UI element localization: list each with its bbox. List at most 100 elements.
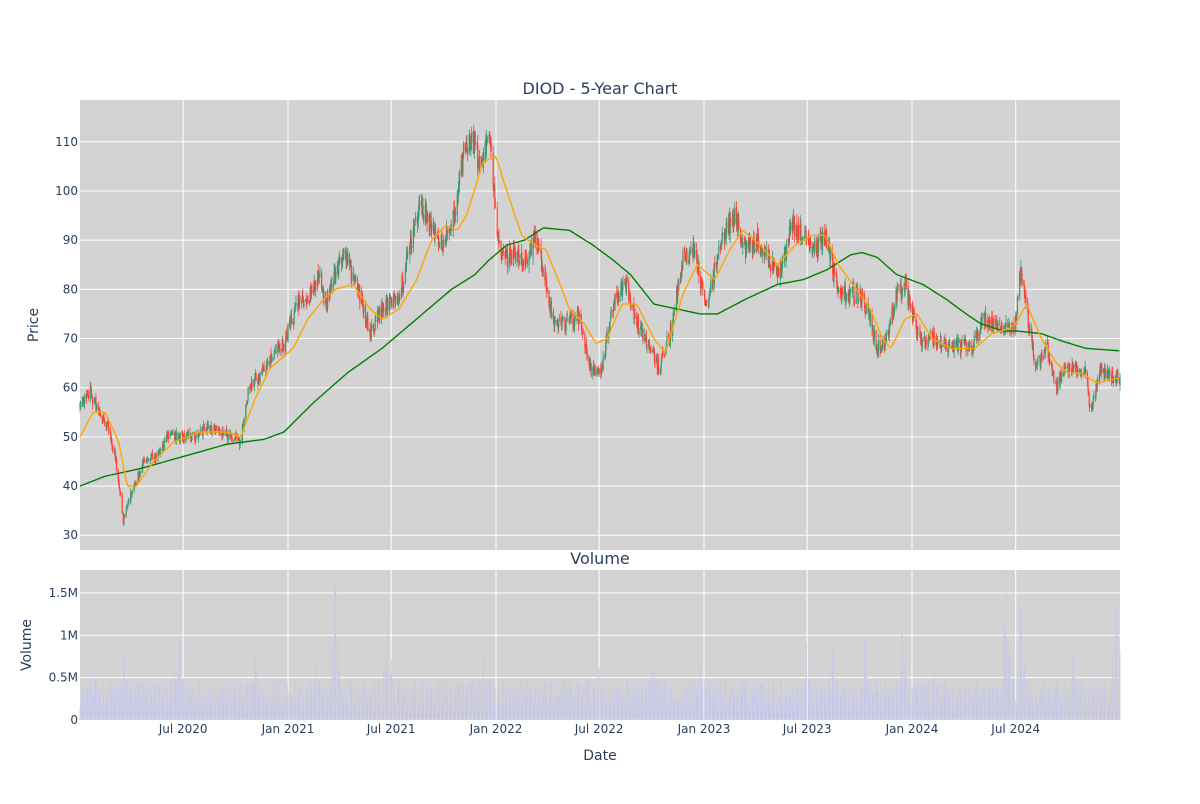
volume-bar	[692, 706, 693, 720]
volume-bar	[1035, 680, 1037, 720]
candle-body	[389, 296, 391, 310]
volume-bar	[191, 688, 193, 720]
volume-bar	[258, 693, 259, 720]
candle-body	[999, 326, 1001, 331]
volume-bar	[397, 688, 398, 720]
volume-bar	[501, 686, 503, 720]
volume-bar	[601, 686, 603, 720]
volume-bar	[415, 685, 416, 720]
volume-bar	[487, 687, 488, 720]
volume-bar	[629, 689, 631, 720]
volume-bar	[434, 703, 435, 720]
volume-bar	[137, 686, 139, 720]
volume-bar	[809, 682, 811, 720]
candle-body	[959, 342, 962, 352]
candle-body	[923, 335, 926, 340]
volume-bar	[1059, 696, 1061, 720]
volume-bar	[772, 697, 774, 720]
volume-bar	[541, 685, 543, 720]
volume-bar	[243, 695, 245, 720]
volume-bar	[134, 683, 136, 720]
candle-body	[762, 250, 764, 257]
volume-bar	[381, 693, 382, 720]
volume-bar	[227, 681, 228, 720]
volume-bar	[632, 689, 634, 720]
volume-bar	[965, 705, 967, 720]
volume-bar	[921, 692, 923, 720]
volume-bar	[708, 679, 709, 720]
candle-body	[908, 295, 910, 304]
candle-body	[1013, 323, 1015, 331]
volume-bar	[501, 682, 503, 720]
candle-body	[660, 359, 662, 368]
volume-bar	[912, 689, 913, 720]
candle-body	[764, 247, 767, 249]
volume-bar	[725, 681, 727, 720]
volume-bar	[186, 689, 188, 720]
volume-bar	[365, 688, 367, 720]
candle-body	[725, 224, 727, 239]
candle-body	[428, 213, 430, 231]
candle-body	[254, 373, 257, 376]
volume-bar	[341, 688, 342, 720]
candle-body	[863, 292, 865, 301]
candle-body	[529, 243, 531, 258]
volume-bar	[123, 657, 125, 720]
volume-bar	[1005, 571, 1007, 720]
volume-bar	[649, 680, 651, 720]
volume-bar	[987, 689, 989, 720]
candle-body	[1011, 323, 1013, 335]
volume-bar	[992, 685, 994, 720]
volume-bar	[518, 693, 520, 720]
volume-bar	[1075, 676, 1076, 720]
candle-body	[249, 386, 251, 389]
volume-bar	[182, 677, 184, 720]
volume-bar	[638, 677, 639, 720]
volume-bar	[187, 690, 189, 720]
volume-bar	[443, 685, 444, 720]
candle-body	[477, 145, 479, 169]
volume-bar	[1117, 679, 1119, 720]
volume-bar	[454, 692, 456, 720]
candle-body	[885, 332, 887, 343]
volume-bar	[841, 677, 843, 720]
candle-body	[359, 290, 361, 303]
volume-bar	[210, 685, 212, 720]
candle-body	[808, 238, 810, 244]
volume-bar	[403, 694, 405, 720]
volume-bar	[431, 688, 432, 720]
volume-bar	[704, 678, 705, 720]
volume-bar	[1033, 705, 1035, 720]
candle-body	[649, 349, 652, 352]
volume-bar	[1064, 684, 1066, 720]
volume-bar	[337, 670, 339, 720]
candle-body	[745, 247, 747, 257]
volume-bar	[508, 703, 510, 720]
candle-body	[1004, 324, 1006, 333]
candle-body	[235, 434, 237, 439]
candle-body	[766, 249, 768, 253]
candle-body	[857, 298, 860, 304]
volume-bar	[1035, 697, 1037, 720]
candle-body	[649, 346, 651, 349]
candle-body	[853, 301, 856, 303]
volume-bar	[1072, 653, 1074, 720]
volume-bar	[997, 691, 998, 720]
volume-bar	[684, 697, 686, 720]
candle-body	[984, 312, 987, 325]
volume-bar	[578, 690, 580, 720]
volume-bar	[314, 681, 316, 720]
candle-body	[921, 339, 923, 347]
candle-body	[387, 297, 389, 312]
volume-bar	[99, 694, 101, 720]
volume-bar	[163, 687, 165, 720]
volume-bar	[115, 702, 117, 720]
volume-bar	[299, 680, 301, 720]
volume-bar	[789, 705, 790, 720]
candle-body	[1007, 322, 1009, 328]
volume-bar	[1027, 690, 1029, 720]
volume-bar	[469, 687, 471, 720]
candle-body	[773, 258, 775, 267]
volume-bar	[569, 688, 571, 720]
candle-body	[348, 255, 351, 264]
